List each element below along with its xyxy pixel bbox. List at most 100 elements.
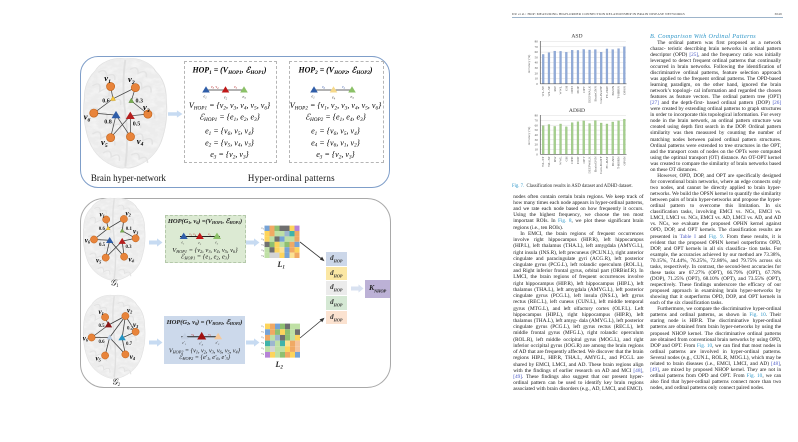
svg-text:OPT: OPT bbox=[582, 156, 586, 163]
svg-text:v6: v6 bbox=[261, 254, 264, 259]
svg-text:VHOP2 = {v1, v2, v3, v6, v5, v: VHOP2 = {v1, v2, v3, v6, v5, v4} bbox=[169, 347, 241, 354]
svg-text:v4: v4 bbox=[261, 237, 264, 242]
svg-text:50: 50 bbox=[535, 56, 539, 60]
svg-text:ℰHOP1 = {e1, e2, e3}: ℰHOP1 = {e1, e2, e3} bbox=[199, 113, 261, 123]
svg-text:80: 80 bbox=[535, 114, 539, 118]
svg-text:v3: v3 bbox=[133, 228, 139, 236]
svg-text:HOP1 = (VHOP1, ℰHOP1): HOP1 = (VHOP1, ℰHOP1) bbox=[191, 66, 266, 76]
svg-text:0.5: 0.5 bbox=[133, 122, 141, 128]
svg-text:T-HBRN: T-HBRN bbox=[617, 85, 621, 98]
svg-text:VHOP1 = {v2, v3, v4, v5, v6}: VHOP1 = {v2, v3, v4, v5, v6} bbox=[172, 247, 238, 254]
svg-text:BrainGNN: BrainGNN bbox=[593, 85, 597, 101]
svg-text:70: 70 bbox=[535, 119, 539, 123]
svg-text:50: 50 bbox=[535, 128, 539, 132]
svg-text:v2: v2 bbox=[261, 330, 264, 335]
svg-text:0.2: 0.2 bbox=[127, 327, 134, 332]
svg-text:v3: v3 bbox=[189, 232, 193, 237]
svg-text:ℰHOP2 = {e1, e4, e3}: ℰHOP2 = {e1, e4, e3} bbox=[305, 113, 367, 123]
svg-text:e3: e3 bbox=[351, 94, 355, 100]
svg-text:20: 20 bbox=[535, 143, 539, 147]
svg-text:e′3: e′3 bbox=[216, 341, 220, 346]
svg-text:DEEPWALK: DEEPWALK bbox=[588, 156, 592, 174]
svg-text:ASD: ASD bbox=[571, 34, 582, 40]
svg-text:v5: v5 bbox=[261, 243, 264, 248]
svg-text:60: 60 bbox=[535, 123, 539, 127]
svg-text:WL-SP: WL-SP bbox=[547, 86, 551, 97]
svg-text:FC-HAT: FC-HAT bbox=[605, 156, 609, 168]
svg-text:80: 80 bbox=[535, 40, 539, 44]
svg-text:WL-SP: WL-SP bbox=[547, 156, 551, 167]
svg-text:v2: v2 bbox=[127, 307, 133, 315]
svg-text:v5: v5 bbox=[96, 355, 102, 363]
svg-text:v1: v1 bbox=[261, 324, 264, 329]
svg-text:v4: v4 bbox=[137, 136, 144, 148]
svg-text:e3: e3 bbox=[215, 241, 219, 246]
svg-text:v6: v6 bbox=[84, 112, 91, 124]
svg-text:e1 = {v6, v5, v4}: e1 = {v6, v5, v4} bbox=[311, 127, 361, 137]
svg-text:ADHD: ADHD bbox=[569, 108, 585, 114]
svg-text:v4: v4 bbox=[129, 256, 135, 264]
svg-text:e1: e1 bbox=[312, 94, 316, 100]
svg-text:BGNN: BGNN bbox=[611, 156, 615, 166]
svg-text:e1: e1 bbox=[204, 94, 208, 100]
svg-text:60: 60 bbox=[535, 50, 539, 54]
svg-text:v4: v4 bbox=[261, 341, 264, 346]
svg-text:v6: v6 bbox=[85, 237, 91, 245]
svg-text:30: 30 bbox=[535, 66, 539, 70]
svg-text:VHOP1 = {v2, v3, v4, v5, v6}: VHOP1 = {v2, v3, v4, v5, v6} bbox=[189, 101, 271, 111]
svg-text:e4: e4 bbox=[332, 95, 336, 101]
svg-text:v5: v5 bbox=[96, 257, 102, 265]
svg-text:v6: v6 bbox=[83, 335, 89, 343]
svg-text:e2: e2 bbox=[224, 95, 228, 101]
svg-text:v4: v4 bbox=[191, 332, 195, 337]
svg-text:e1 = {v6, v5, v4}: e1 = {v6, v5, v4} bbox=[205, 127, 255, 137]
svg-text:0.3: 0.3 bbox=[126, 245, 133, 250]
svg-text:v5: v5 bbox=[208, 232, 212, 237]
svg-text:OPD: OPD bbox=[570, 156, 574, 164]
svg-text:HOP(G1, v6) =(VHOP1, ℰHOP1): HOP(G1, v6) =(VHOP1, ℰHOP1) bbox=[167, 217, 242, 225]
svg-text:e4 = {v6, v1, v2}: e4 = {v6, v1, v2} bbox=[311, 138, 361, 148]
svg-text:40: 40 bbox=[535, 133, 539, 137]
svg-text:OPT: OPT bbox=[582, 86, 586, 93]
svg-text:0: 0 bbox=[536, 82, 538, 86]
svg-text:0.7: 0.7 bbox=[126, 342, 133, 347]
svg-text:FC-HAT: FC-HAT bbox=[605, 86, 609, 98]
svg-text:DOP: DOP bbox=[576, 156, 580, 164]
svg-text:Accuracy (%): Accuracy (%) bbox=[527, 55, 531, 73]
svg-text:GH: GH bbox=[564, 156, 568, 162]
svg-text:0.8: 0.8 bbox=[104, 120, 112, 126]
svg-text:Com-BraiTF: Com-BraiTF bbox=[599, 156, 603, 174]
svg-text:Com-BraiTF: Com-BraiTF bbox=[599, 86, 603, 104]
svg-text:v5: v5 bbox=[261, 346, 264, 351]
svg-text:ℰHOP1 = {e1, e2, e3}: ℰHOP1 = {e1, e2, e3} bbox=[181, 253, 230, 260]
svg-text:RW: RW bbox=[553, 156, 557, 162]
svg-text:WL-ST: WL-ST bbox=[541, 86, 545, 97]
svg-text:v3: v3 bbox=[261, 232, 264, 237]
svg-text:v3: v3 bbox=[208, 332, 212, 337]
svg-text:v4: v4 bbox=[216, 85, 220, 90]
svg-text:v1: v1 bbox=[100, 211, 105, 219]
svg-text:v6: v6 bbox=[322, 85, 326, 90]
svg-text:40: 40 bbox=[535, 61, 539, 65]
svg-text:20: 20 bbox=[535, 71, 539, 75]
svg-text:𝒢2: 𝒢2 bbox=[112, 377, 121, 388]
svg-text:ℰHOP2 = {e′1, e′6, e′3}: ℰHOP2 = {e′1, e′6, e′3} bbox=[179, 354, 231, 361]
svg-text:WL-ST: WL-ST bbox=[541, 156, 545, 167]
svg-text:v2: v2 bbox=[261, 226, 264, 231]
svg-text:v4: v4 bbox=[193, 232, 197, 237]
svg-text:v6: v6 bbox=[261, 248, 264, 253]
svg-text:v5: v5 bbox=[101, 137, 108, 149]
svg-text:v3: v3 bbox=[261, 335, 264, 340]
svg-text:L1: L1 bbox=[277, 260, 285, 270]
svg-text:v5: v5 bbox=[234, 85, 238, 90]
svg-text:VHOP2 = {v1, v2, v3, v4, v5, v: VHOP2 = {v1, v2, v3, v4, v5, v6} bbox=[290, 101, 382, 111]
svg-text:T-HBRN: T-HBRN bbox=[617, 156, 621, 169]
svg-text:OPSN: OPSN bbox=[622, 156, 626, 166]
svg-text:v6: v6 bbox=[261, 352, 264, 357]
svg-text:70: 70 bbox=[535, 45, 539, 49]
svg-text:RW: RW bbox=[553, 86, 557, 92]
svg-text:e2: e2 bbox=[198, 241, 202, 246]
svg-text:v2: v2 bbox=[128, 74, 135, 86]
svg-text:30: 30 bbox=[535, 138, 539, 142]
svg-text:0.3: 0.3 bbox=[136, 99, 144, 105]
